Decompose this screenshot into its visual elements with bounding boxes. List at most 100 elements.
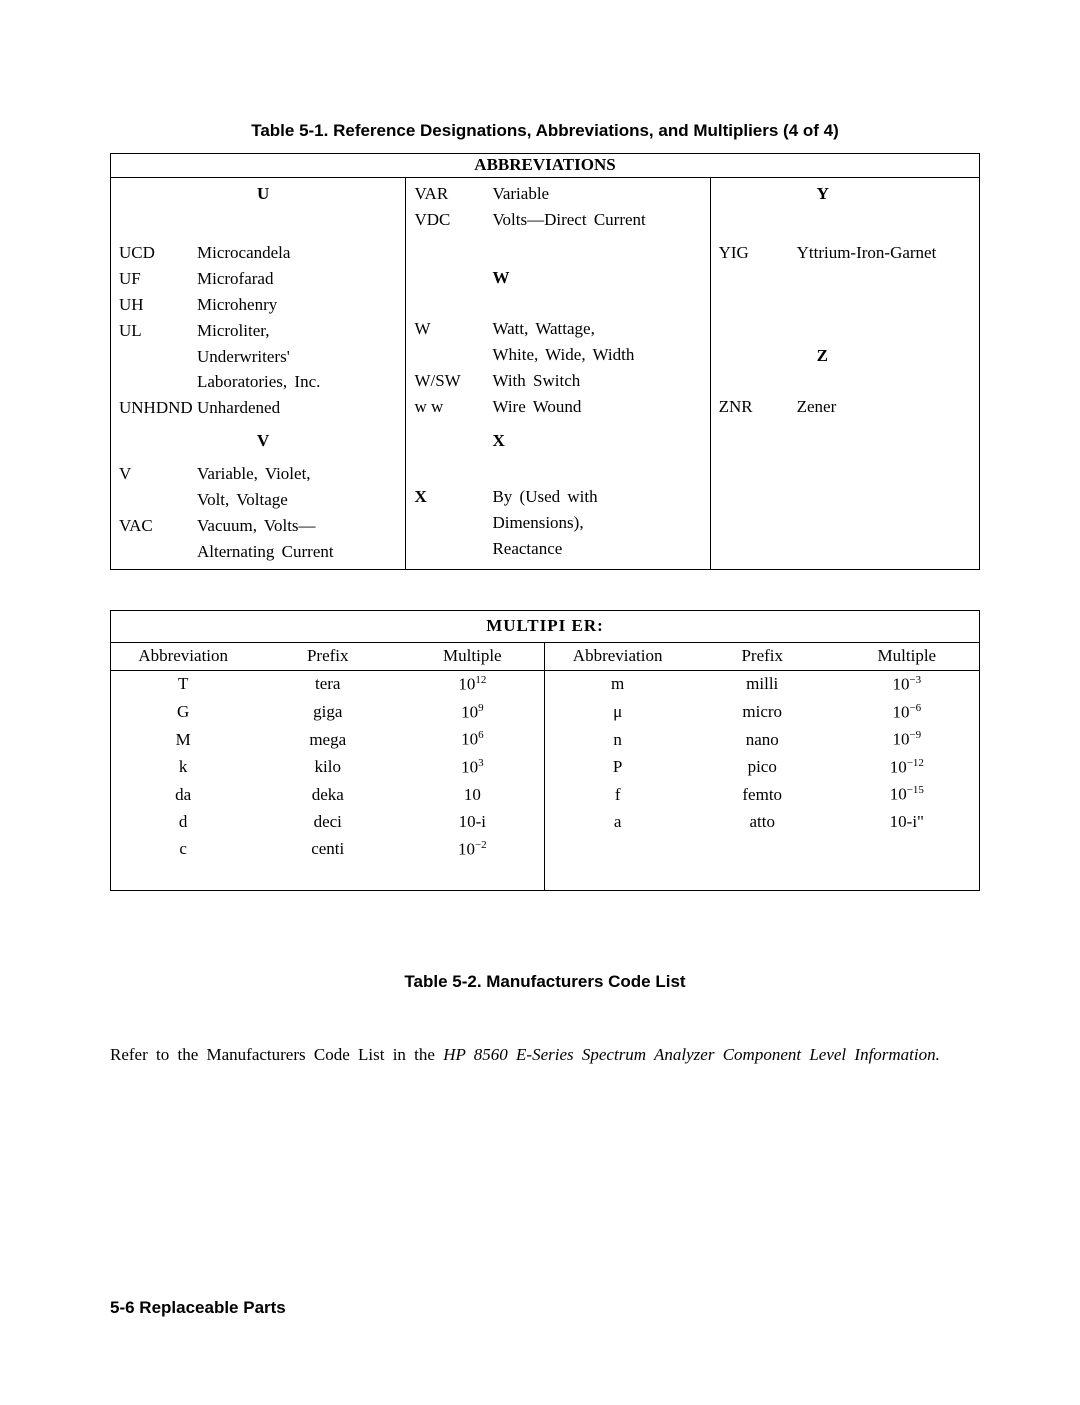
def-vdc: Volts—Direct Current [492,209,701,232]
mult-cell [111,864,256,891]
abbr-uf: UF [119,268,197,291]
abbr-x2 [414,512,492,535]
letter-x: X [492,430,701,453]
def-w2: White, Wide, Width [492,344,701,367]
mult-cell: 103 [400,754,545,782]
letter-w: W [492,267,701,290]
mult-cell: P [545,754,690,782]
abbr-wsw: W/SW [414,370,492,393]
abbr-unhdnd: UNHDND [119,397,197,420]
mult-cell: 10-i [400,809,545,836]
def-ul2: Underwriters' [197,346,397,369]
mult-col-3: Abbreviation [545,643,690,671]
mult-cell: pico [690,754,835,782]
def-wsw: With Switch [492,370,701,393]
mult-cell: 10 [400,781,545,809]
mult-col-4: Prefix [690,643,835,671]
def-vac2: Alternating Current [197,541,397,564]
para-em: HP 8560 E-Series Spectrum Analyzer Compo… [443,1045,940,1064]
mult-cell: G [111,699,256,727]
mult-cell: micro [690,699,835,727]
mult-cell: d [111,809,256,836]
abbr-ul: UL [119,320,197,343]
mult-cell [545,864,690,891]
def-x: By (Used with [492,486,701,509]
letter-y: Y [797,183,971,206]
mult-cell: 10−12 [835,754,980,782]
mult-cell [400,864,545,891]
mult-cell [835,864,980,891]
abbr-w: W [414,318,492,341]
mult-cell: a [545,809,690,836]
abbr-vac2 [119,541,197,564]
def-x3: Reactance [492,538,701,561]
para-text: Refer to the Manufacturers Code List in … [110,1045,443,1064]
def-uf: Microfarad [197,268,397,291]
mult-cell: 10-i" [835,809,980,836]
mult-cell: T [111,671,256,699]
mult-cell [690,864,835,891]
abbreviations-table: ABBREVIATIONS U VARVariable VDCVolts—Dir… [110,153,980,570]
abbr-znr: ZNR [719,396,797,419]
abbr-v: V [119,463,197,486]
mult-cell [545,836,690,864]
abbr-x: X [414,486,492,509]
mult-cell: 106 [400,726,545,754]
letter-u: U [197,183,397,206]
mult-cell: 10−6 [835,699,980,727]
abbr-ul2 [119,346,197,369]
mult-cell: kilo [255,754,400,782]
abbr-header: ABBREVIATIONS [111,153,980,177]
mult-cell: 10−3 [835,671,980,699]
mult-cell: atto [690,809,835,836]
abbr-x3 [414,538,492,561]
def-uh: Microhenry [197,294,397,317]
mult-cell: tera [255,671,400,699]
abbr-var: VAR [414,183,492,206]
paragraph: Refer to the Manufacturers Code List in … [110,1044,980,1067]
abbr-ww: w w [414,396,492,419]
mult-cell: M [111,726,256,754]
mult-col-0: Abbreviation [111,643,256,671]
letter-z: Z [797,345,971,368]
mult-cell: nano [690,726,835,754]
mult-cell: femto [690,781,835,809]
footer: 5-6 Replaceable Parts [110,1297,980,1320]
abbr-ul3 [119,371,197,394]
def-v2: Volt, Voltage [197,489,397,512]
def-var: Variable [492,183,701,206]
mult-cell: f [545,781,690,809]
def-w: Watt, Wattage, [492,318,701,341]
mult-cell: 10−2 [400,836,545,864]
mult-cell: μ [545,699,690,727]
mult-cell [690,836,835,864]
abbr-vdc: VDC [414,209,492,232]
abbr-vac: VAC [119,515,197,538]
mult-cell: centi [255,836,400,864]
mult-cell: 10−9 [835,726,980,754]
mult-cell: k [111,754,256,782]
mult-cell: 1012 [400,671,545,699]
def-ucd: Microcandela [197,242,397,265]
mult-col-5: Multiple [835,643,980,671]
mult-cell: milli [690,671,835,699]
mult-cell [255,864,400,891]
multipliers-table: MULTIPI ER: Abbreviation Prefix Multiple… [110,610,980,891]
table-title-1: Table 5-1. Reference Designations, Abbre… [110,120,980,143]
mult-header: MULTIPI ER: [111,611,980,643]
def-znr: Zener [797,396,971,419]
def-v: Variable, Violet, [197,463,397,486]
mult-cell: mega [255,726,400,754]
def-ul3: Laboratories, Inc. [197,371,397,394]
mult-cell: deka [255,781,400,809]
abbr-ucd: UCD [119,242,197,265]
def-unhdnd: Unhardened [197,397,397,420]
table-title-2: Table 5-2. Manufacturers Code List [110,971,980,994]
mult-cell: da [111,781,256,809]
mult-cell: n [545,726,690,754]
abbr-uh: UH [119,294,197,317]
mult-cell: m [545,671,690,699]
mult-cell: 10−15 [835,781,980,809]
def-ww: Wire Wound [492,396,701,419]
mult-col-2: Multiple [400,643,545,671]
